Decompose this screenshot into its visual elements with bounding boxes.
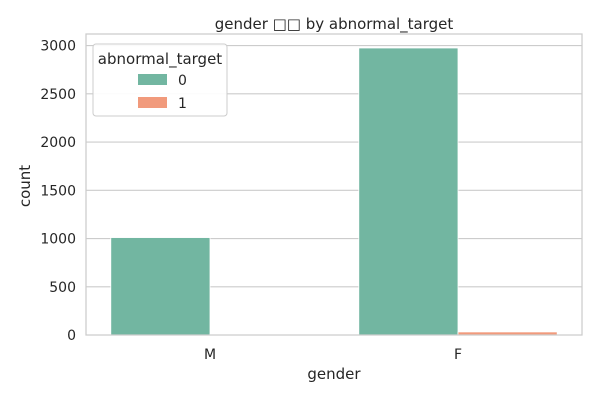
- bars: [110, 47, 558, 336]
- y-tick-label: 2500: [40, 87, 76, 103]
- bar-F-series-0: [358, 47, 459, 336]
- chart-title: gender □□ by abnormal_target: [215, 15, 454, 34]
- y-tick-label: 1000: [40, 232, 76, 248]
- legend: abnormal_target 0 1: [92, 43, 228, 117]
- y-tick-labels: 0 500 1000 1500 2000 2500 3000: [40, 39, 76, 344]
- x-tick-label: M: [204, 347, 216, 363]
- y-tick-label: 500: [49, 280, 76, 296]
- legend-swatch-0: [138, 74, 167, 85]
- bar-M-series-0: [110, 237, 211, 336]
- y-tick-label: 1500: [40, 183, 76, 199]
- y-tick-label: 2000: [40, 135, 76, 151]
- plot-area-frame: [85, 33, 583, 336]
- legend-title: abnormal_target: [98, 50, 222, 69]
- legend-label-1: 1: [178, 96, 187, 112]
- x-axis-label: gender: [307, 365, 361, 383]
- x-tick-label: F: [454, 347, 462, 363]
- y-tick-label: 0: [67, 328, 76, 344]
- y-axis-label: count: [16, 165, 34, 207]
- legend-label-0: 0: [178, 73, 187, 89]
- legend-swatch-1: [138, 97, 167, 108]
- y-tick-label: 3000: [40, 39, 76, 55]
